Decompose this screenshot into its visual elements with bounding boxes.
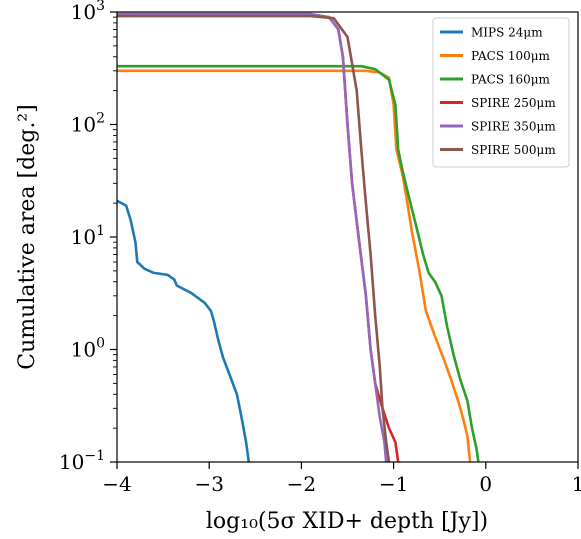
y-tick-label: 101 xyxy=(71,223,105,249)
y-axis-label: Cumulative area [deg.²] xyxy=(15,104,40,369)
y-tick-label: 100 xyxy=(71,336,105,362)
y-tick-label: 10−1 xyxy=(59,448,105,474)
legend-box xyxy=(432,17,570,168)
y-tick-label: 103 xyxy=(71,0,105,24)
x-tick-label: −1 xyxy=(379,472,408,496)
legend-entry: PACS 100μm xyxy=(471,49,551,63)
series-line-pacs-160um xyxy=(117,64,480,462)
legend-entry: SPIRE 500μm xyxy=(471,143,556,157)
x-tick-label: −2 xyxy=(287,472,316,496)
x-tick-label: −3 xyxy=(194,472,223,496)
tick-labels: −4 −3 −2 −1 0 1 10−1 100 101 102 103 xyxy=(59,0,581,496)
legend-entry: MIPS 24μm xyxy=(471,26,543,40)
series-line-spire-350um xyxy=(117,12,388,462)
series-line-spire-500um xyxy=(117,14,391,462)
x-tick-label: 0 xyxy=(479,472,492,496)
legend: MIPS 24μm PACS 100μm PACS 160μm SPIRE 250μm… xyxy=(432,17,570,168)
legend-entry: SPIRE 350μm xyxy=(471,120,556,134)
ticks xyxy=(110,11,579,469)
x-tick-label: −4 xyxy=(102,472,131,496)
x-tick-label: 1 xyxy=(572,472,581,496)
x-axis-label: log₁₀(5σ XID+ depth [Jy]) xyxy=(206,509,488,534)
series-line-pacs-100um xyxy=(117,69,472,462)
legend-entry: PACS 160μm xyxy=(471,73,551,87)
y-tick-label: 102 xyxy=(71,111,105,137)
legend-entry: SPIRE 250μm xyxy=(471,96,556,110)
plot-lines xyxy=(117,12,480,462)
series-line-mips-24um xyxy=(117,199,251,462)
